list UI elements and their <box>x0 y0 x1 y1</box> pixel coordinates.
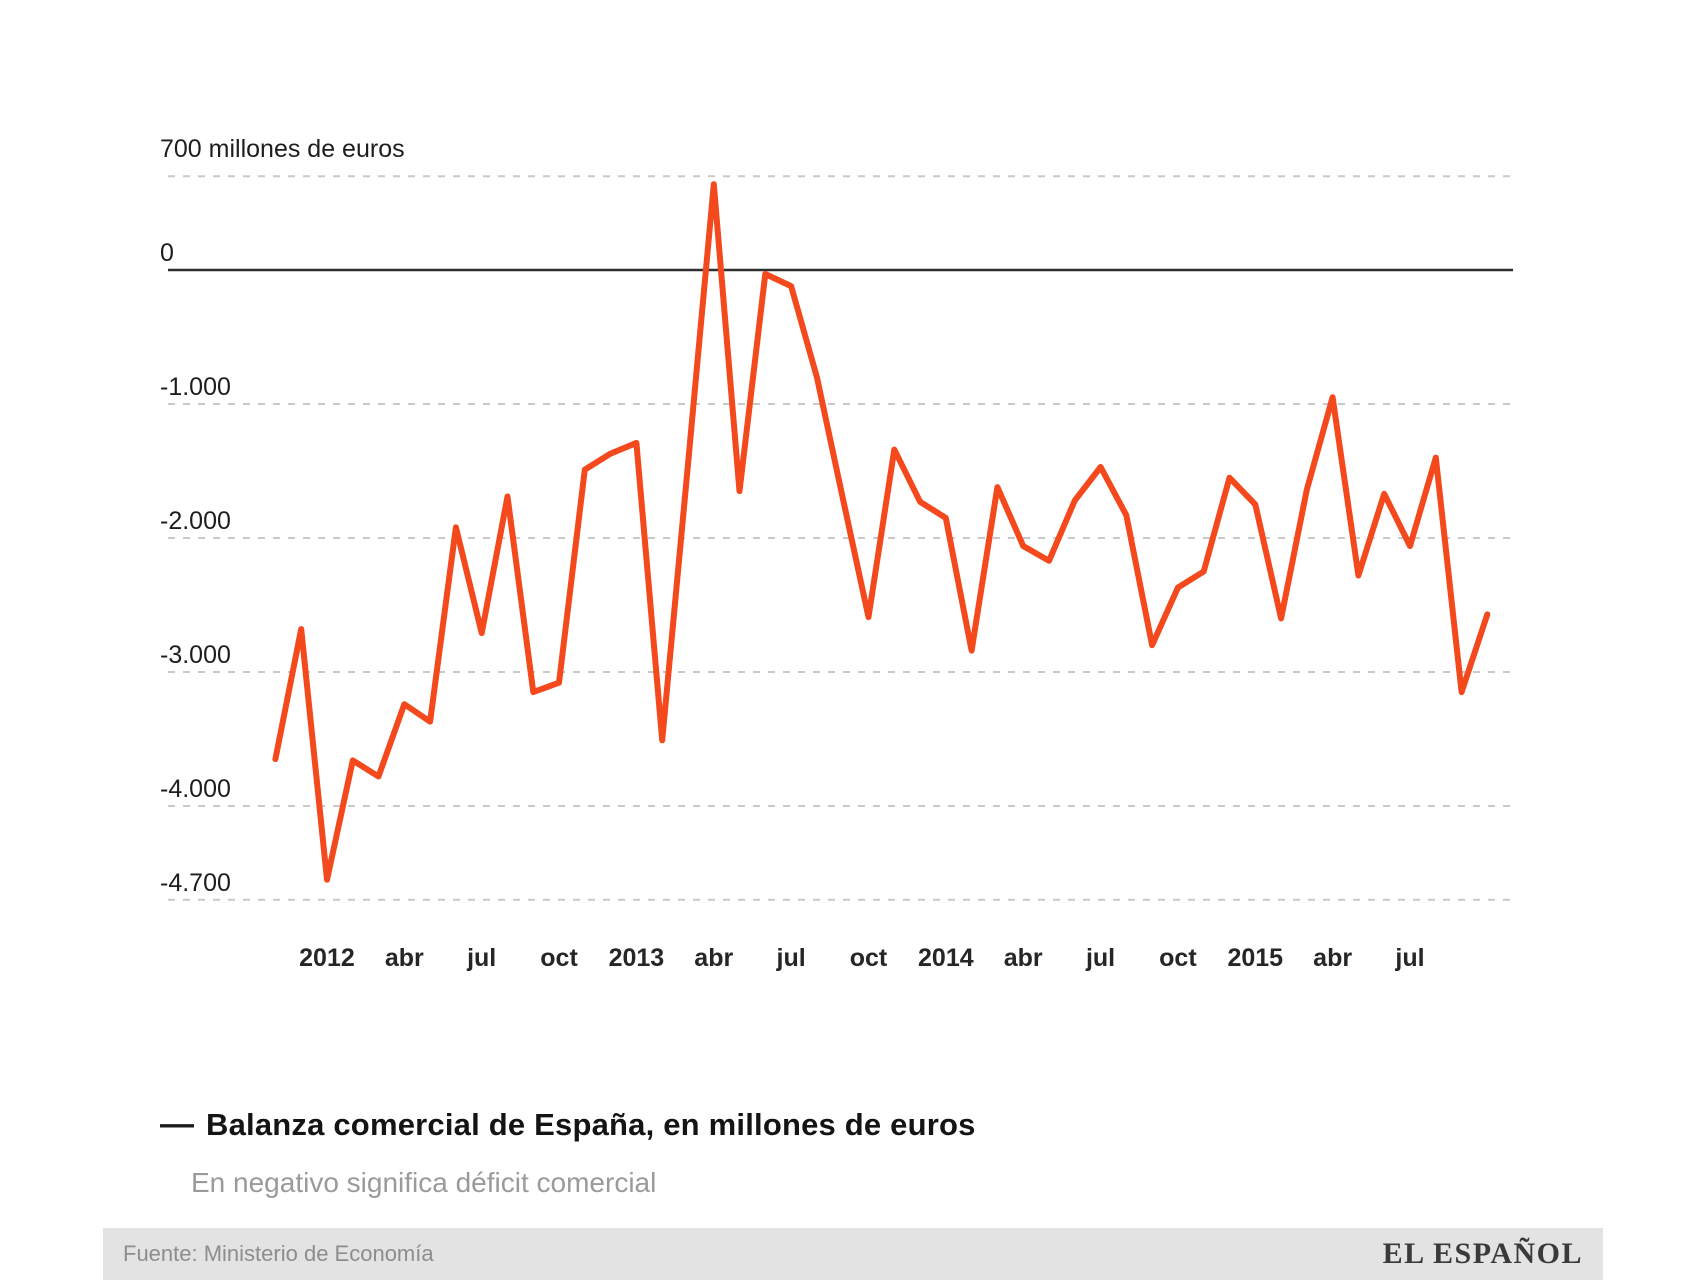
chart-subtitle: En negativo significa déficit comercial <box>191 1167 657 1198</box>
balance-line <box>272 181 1491 883</box>
legend-line-swatch: — <box>160 1105 194 1143</box>
x-tick-label: abr <box>385 944 424 972</box>
x-tick-label: 2014 <box>918 944 974 972</box>
y-tick-label: 0 <box>160 239 174 267</box>
x-tick-label: 2012 <box>299 944 355 972</box>
y-tick-label: -4.700 <box>160 869 231 897</box>
source-text: Fuente: Ministerio de Economía <box>123 1241 434 1266</box>
y-tick-label: 700 millones de euros <box>160 135 405 163</box>
x-tick-label: abr <box>1004 944 1043 972</box>
y-tick-label: -2.000 <box>160 507 231 535</box>
y-tick-label: -1.000 <box>160 373 231 401</box>
x-tick-label: oct <box>1159 944 1197 972</box>
trade-balance-chart: 700 millones de euros 0 -1.000 -2.000 -3.000… <box>160 135 1513 972</box>
chart-legend: — Balanza comercial de España, en millon… <box>160 1106 976 1144</box>
x-tick-label: oct <box>850 944 888 972</box>
x-tick-label: jul <box>776 944 806 972</box>
x-tick-label: oct <box>540 944 578 972</box>
footer-bar: Fuente: Ministerio de Economía EL ESPAÑO… <box>103 1228 1603 1280</box>
x-tick-label: jul <box>466 944 496 972</box>
x-tick-label: abr <box>1313 944 1352 972</box>
y-tick-label: -4.000 <box>160 775 231 803</box>
x-tick-label: 2015 <box>1227 944 1283 972</box>
brand-logo: EL ESPAÑOL <box>1382 1237 1583 1270</box>
x-tick-label: jul <box>1394 944 1424 972</box>
x-tick-label: jul <box>1085 944 1115 972</box>
x-tick-label: abr <box>694 944 733 972</box>
x-tick-label: 2013 <box>609 944 665 972</box>
y-tick-label: -3.000 <box>160 641 231 669</box>
chart-title: Balanza comercial de España, en millones… <box>206 1107 976 1142</box>
